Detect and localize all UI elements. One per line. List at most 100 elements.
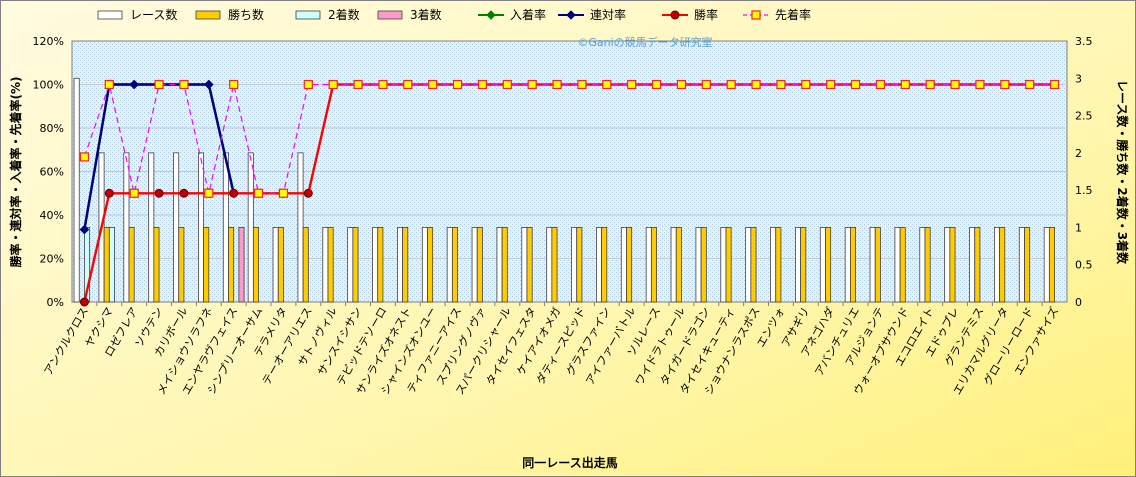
point (875, 79, 886, 90)
point (676, 79, 687, 90)
bar (402, 227, 409, 303)
bar (228, 227, 235, 303)
bar (795, 227, 802, 303)
point (79, 297, 89, 307)
point (751, 10, 761, 20)
bar (322, 227, 329, 303)
bar (994, 227, 1001, 303)
y-right-tick-label: 0 (1075, 296, 1082, 309)
legend-label: 連対率 (590, 7, 626, 22)
bar (496, 227, 503, 303)
point (701, 79, 711, 90)
bar (626, 227, 633, 303)
point (204, 79, 214, 90)
bar (238, 227, 245, 303)
bar (974, 227, 981, 303)
legend-label: 先着率 (775, 7, 811, 22)
point (826, 79, 836, 90)
bar (73, 77, 80, 303)
y-right-tick-label: 3 (1075, 72, 1082, 85)
legend-swatch (97, 10, 123, 20)
bar (302, 227, 309, 303)
y-right-tick-label: 2 (1075, 147, 1082, 160)
point (104, 188, 114, 198)
bar (675, 227, 682, 303)
point (154, 79, 164, 90)
point (179, 188, 189, 198)
bar (894, 227, 901, 303)
bar (108, 227, 115, 303)
bar (198, 152, 205, 303)
legend-swatch (195, 10, 221, 20)
bar (670, 227, 677, 303)
legend-label: 勝率 (694, 7, 718, 22)
legend-label: 3着数 (410, 7, 442, 22)
y-left-tick-label: 80% (40, 122, 64, 135)
bar (347, 227, 354, 303)
bar (720, 227, 727, 303)
y-left-tick-label: 60% (40, 166, 64, 179)
bar (999, 227, 1006, 303)
bar (377, 227, 384, 303)
bar (800, 227, 807, 303)
bar (123, 152, 130, 303)
point (850, 79, 861, 90)
point (566, 10, 576, 20)
point (428, 79, 438, 90)
bar (148, 152, 155, 303)
point (950, 79, 960, 90)
bar (700, 227, 707, 303)
y-left-tick-label: 20% (40, 253, 64, 266)
bar (471, 227, 478, 303)
point (179, 79, 189, 90)
bar (725, 227, 732, 303)
bar (128, 227, 135, 303)
point (527, 79, 537, 90)
bar (1024, 227, 1031, 303)
legend-label: 2着数 (328, 7, 360, 22)
legend-swatch (295, 10, 321, 20)
point (1049, 79, 1060, 90)
bar (844, 227, 851, 303)
bar (551, 227, 558, 303)
bar (327, 227, 334, 303)
legend-label: レース数 (130, 7, 177, 22)
bar (944, 227, 951, 303)
point (477, 79, 488, 90)
point (1025, 79, 1035, 90)
point (552, 79, 562, 90)
legend: レース数 勝ち数 2着数 3着数 入着率 連対率 勝率 先着率 (97, 7, 811, 22)
point (1000, 79, 1010, 90)
y-left-tick-label: 0% (47, 296, 64, 309)
point (303, 188, 313, 198)
watermark: ©Ganiの競馬データ研究室 (577, 35, 712, 49)
y-right-tick-label: 0.5 (1075, 259, 1093, 272)
bar (596, 227, 603, 303)
bar (272, 227, 279, 303)
point (328, 79, 338, 90)
point (452, 79, 463, 90)
lines-layer (79, 79, 1060, 307)
bar (1018, 227, 1025, 303)
y-right-tick-label: 1 (1075, 221, 1082, 234)
bar (924, 227, 931, 303)
bars-layer (73, 77, 1055, 303)
legend-swatch (377, 10, 403, 20)
legend-label: 入着率 (510, 7, 546, 22)
point (776, 79, 786, 90)
bar (601, 227, 608, 303)
bar (770, 227, 777, 303)
bar (421, 227, 428, 303)
bar (397, 227, 404, 303)
bar (969, 227, 976, 303)
bar (849, 227, 856, 303)
bar (571, 227, 578, 303)
point (925, 79, 935, 90)
point (651, 79, 662, 90)
bar (476, 227, 483, 303)
bar (446, 227, 453, 303)
legend-label: 勝ち数 (228, 7, 264, 22)
bar (650, 227, 657, 303)
